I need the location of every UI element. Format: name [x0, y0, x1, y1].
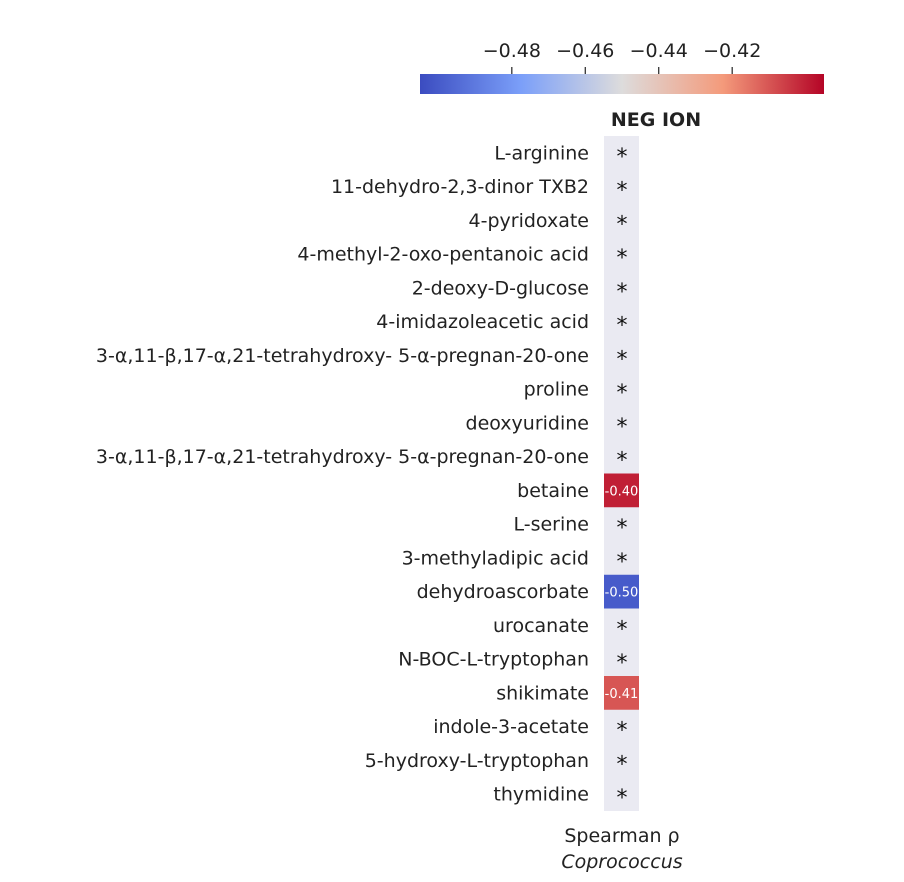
- colorbar: −0.48 −0.46 −0.44 −0.42: [420, 40, 824, 94]
- colorbar-tick-label: −0.46: [556, 40, 614, 62]
- significance-marker: *: [617, 651, 628, 676]
- colorbar-tick-label: −0.44: [630, 40, 688, 62]
- significance-marker: *: [617, 786, 628, 811]
- significance-marker: *: [617, 550, 628, 575]
- significance-marker: *: [617, 145, 628, 170]
- row-label: 4-pyridoxate: [469, 210, 589, 232]
- significance-marker: *: [617, 212, 628, 237]
- cell-value-label: -0.50: [605, 586, 639, 601]
- row-label: thymidine: [493, 784, 589, 806]
- row-label: indole-3-acetate: [433, 716, 589, 738]
- row-label: 4-methyl-2-oxo-pentanoic acid: [297, 244, 589, 266]
- row-label: 5-hydroxy-L-tryptophan: [365, 750, 589, 772]
- significance-marker: *: [617, 617, 628, 642]
- row-label: 11-dehydro-2,3-dinor TXB2: [331, 176, 589, 198]
- significance-marker: *: [617, 415, 628, 440]
- significance-marker: *: [617, 314, 628, 339]
- row-label: N-BOC-L-tryptophan: [398, 649, 589, 671]
- significance-marker: *: [617, 719, 628, 744]
- cell-value-label: -0.41: [605, 687, 639, 702]
- row-label: 3-α,11-β,17-α,21-tetrahydroxy- 5-α-pregn…: [96, 446, 589, 468]
- significance-marker: *: [617, 516, 628, 541]
- significance-marker: *: [617, 347, 628, 372]
- x-axis-sublabel: Coprococcus: [561, 851, 682, 873]
- row-label: urocanate: [493, 615, 589, 637]
- row-label: 4-imidazoleacetic acid: [376, 311, 589, 333]
- heatmap-cells: * * * * * * * * * * -0.40 * * -0.50 * * -0.41 * * *: [604, 145, 639, 811]
- column-label: NEG ION: [611, 109, 701, 131]
- row-label: deoxyuridine: [466, 412, 589, 434]
- colorbar-gradient: [420, 74, 824, 94]
- row-labels: L-arginine 11-dehydro-2,3-dinor TXB2 4-pyr…: [96, 142, 589, 805]
- colorbar-ticks: −0.48 −0.46 −0.44 −0.42: [483, 40, 761, 74]
- row-label: L-arginine: [494, 142, 589, 164]
- row-label: 3-methyladipic acid: [402, 547, 589, 569]
- significance-marker: *: [617, 752, 628, 777]
- significance-marker: *: [617, 449, 628, 474]
- significance-marker: *: [617, 280, 628, 305]
- row-label: L-serine: [513, 514, 589, 536]
- colorbar-tick-label: −0.48: [483, 40, 541, 62]
- significance-marker: *: [617, 179, 628, 204]
- row-label: 3-α,11-β,17-α,21-tetrahydroxy- 5-α-pregn…: [96, 345, 589, 367]
- colorbar-tick-label: −0.42: [703, 40, 761, 62]
- x-axis-label: Spearman ρ: [564, 825, 679, 847]
- cell-value-label: -0.40: [605, 484, 639, 499]
- significance-marker: *: [617, 381, 628, 406]
- row-label: dehydroascorbate: [417, 581, 589, 603]
- heatmap-cell: [604, 676, 639, 710]
- heatmap-cell: [604, 574, 639, 609]
- significance-marker: *: [617, 246, 628, 271]
- heatmap-cell: [604, 473, 639, 508]
- row-label: betaine: [517, 480, 589, 502]
- row-label: 2-deoxy-D-glucose: [412, 277, 589, 299]
- row-label: shikimate: [496, 682, 589, 704]
- row-label: proline: [524, 379, 589, 401]
